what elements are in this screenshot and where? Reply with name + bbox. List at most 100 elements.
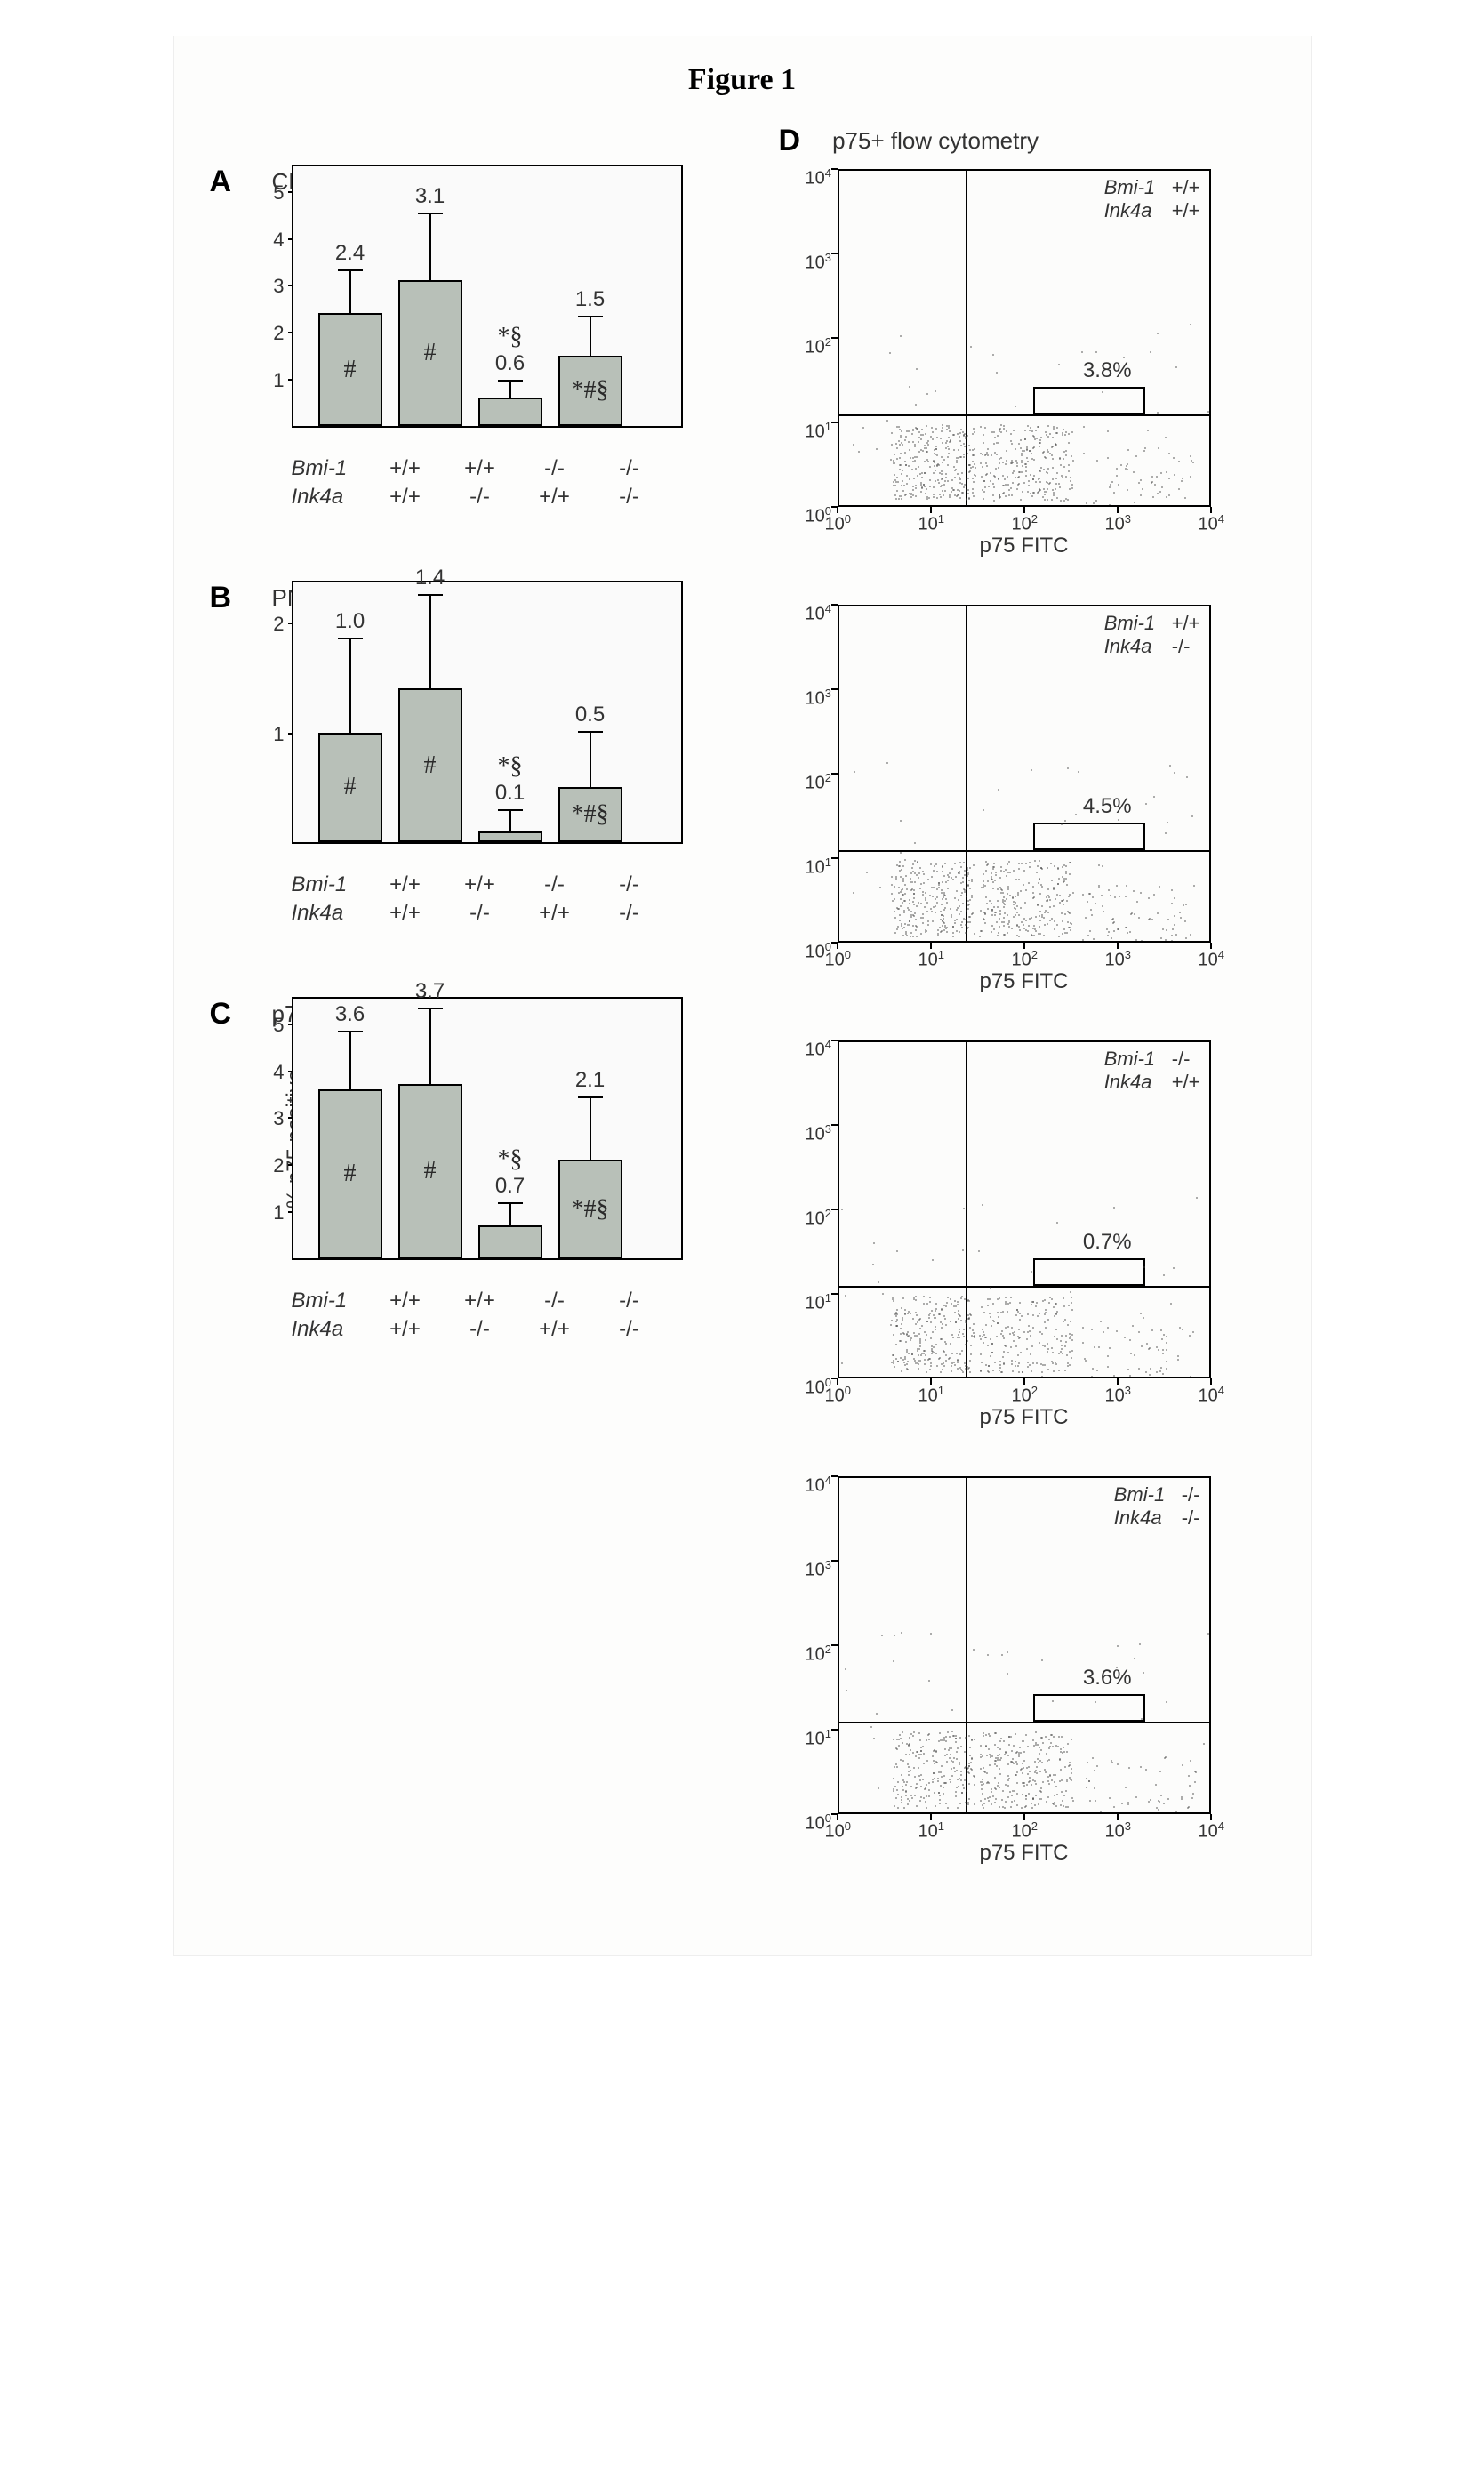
- x-tick-label: 103: [1105, 948, 1131, 971]
- x-tick-label: 102: [1012, 512, 1038, 535]
- genotype-value: -/-: [592, 1289, 667, 1313]
- genotype-row: Bmi-1+/++/+-/--/-: [292, 456, 683, 481]
- y-tick-label: 102: [806, 335, 831, 358]
- x-tick-label: 102: [1012, 1384, 1038, 1407]
- y-tick-mark: [831, 1560, 838, 1562]
- y-tick-mark: [831, 604, 838, 606]
- y-tick-mark: [831, 337, 838, 339]
- y-tick-mark: [831, 773, 838, 775]
- y-tick-label: 101: [806, 1727, 831, 1750]
- dot-cloud: [839, 171, 1209, 505]
- y-tick-label: 102: [806, 1643, 831, 1666]
- y-tick-label: 101: [806, 1291, 831, 1314]
- y-tick-label: 101: [806, 855, 831, 879]
- genotype-value: -/-: [517, 872, 592, 897]
- genotype-name: Bmi-1: [292, 456, 368, 481]
- bar: [478, 831, 542, 842]
- error-cap: [338, 1031, 363, 1032]
- genotype-value: +/+: [443, 1289, 517, 1313]
- genotype-value: +/+: [368, 1289, 443, 1313]
- y-tick-label: 103: [806, 1558, 831, 1581]
- error-cap: [338, 269, 363, 271]
- genotype-block: Bmi-1+/++/+-/--/-Ink4a+/+-/-+/+-/-: [292, 456, 683, 510]
- bar-value-label: 1.5: [550, 287, 630, 312]
- x-axis-label: p75 FITC: [838, 1405, 1211, 1430]
- y-tick-label: 1: [258, 723, 285, 746]
- y-tick-label: 1: [258, 369, 285, 392]
- plot-box: 1.0#1.4#0.1*§0.5*#§: [292, 581, 683, 844]
- flow-panel: Bmi-1+/+Ink4a+/+3.8%10010110210310410010…: [779, 158, 1241, 567]
- error-cap: [578, 316, 603, 317]
- y-tick-label: 3: [258, 275, 285, 298]
- y-tick-label: 100: [806, 1376, 831, 1399]
- y-tick-label: 4: [258, 229, 285, 252]
- y-tick-label: 100: [806, 504, 831, 527]
- y-tick-label: 103: [806, 251, 831, 274]
- y-tick-label: 104: [806, 166, 831, 189]
- genotype-value: -/-: [517, 1289, 592, 1313]
- y-tick-mark: [831, 1729, 838, 1731]
- y-tick-mark: [831, 1124, 838, 1126]
- genotype-value: -/-: [517, 456, 592, 481]
- y-tick-label: 5: [258, 181, 285, 205]
- x-tick-label: 104: [1199, 948, 1224, 971]
- plot-box: 3.6#3.7#0.7*§2.1*#§: [292, 997, 683, 1260]
- error-cap: [578, 1096, 603, 1098]
- y-tick-mark: [831, 1475, 838, 1477]
- y-tick-mark: [831, 506, 838, 508]
- genotype-value: +/+: [443, 456, 517, 481]
- genotype-row: Ink4a+/+-/-+/+-/-: [292, 901, 683, 926]
- genotype-block: Bmi-1+/++/+-/--/-Ink4a+/+-/-+/+-/-: [292, 1289, 683, 1342]
- figure-title: Figure 1: [210, 63, 1275, 97]
- genotype-value: -/-: [443, 485, 517, 510]
- y-tick-label: 2: [258, 613, 285, 636]
- error-stem: [590, 317, 591, 355]
- x-tick-label: 101: [918, 1819, 944, 1843]
- genotype-row: Bmi-1+/++/+-/--/-: [292, 872, 683, 897]
- panel-id-A: A: [210, 165, 232, 199]
- x-axis-label: p75 FITC: [838, 969, 1211, 994]
- error-cap: [578, 731, 603, 733]
- genotype-value: +/+: [517, 1317, 592, 1342]
- significance-symbols: *#§: [541, 800, 639, 829]
- genotype-row: Bmi-1+/++/+-/--/-: [292, 1289, 683, 1313]
- chart-C: % p75 positive123453.6#3.7#0.7*§2.1*#§: [274, 997, 683, 1281]
- genotype-value: -/-: [592, 456, 667, 481]
- genotype-value: -/-: [443, 1317, 517, 1342]
- flow-plot-box: Bmi-1+/+Ink4a-/-4.5%: [838, 605, 1211, 943]
- bar-value-label: 0.1: [470, 781, 550, 806]
- genotype-value: -/-: [592, 901, 667, 926]
- error-cap: [418, 594, 443, 596]
- genotype-value: -/-: [592, 872, 667, 897]
- x-axis-label: p75 FITC: [838, 1841, 1211, 1866]
- flow-plot-box: Bmi-1-/-Ink4a+/+0.7%: [838, 1040, 1211, 1378]
- significance-symbols: *§: [461, 323, 559, 351]
- dot-cloud: [839, 606, 1209, 941]
- bar-value-label: 1.0: [310, 609, 390, 634]
- x-tick-label: 102: [1012, 948, 1038, 971]
- x-tick-label: 102: [1012, 1819, 1038, 1843]
- y-tick-mark: [831, 1813, 838, 1815]
- bar: [478, 398, 542, 426]
- genotype-value: +/+: [368, 456, 443, 481]
- x-tick-label: 101: [918, 512, 944, 535]
- y-tick-mark: [831, 168, 838, 170]
- genotype-block: Bmi-1+/++/+-/--/- Ink4a+/+-/-+/+-/-: [292, 872, 683, 926]
- y-tick-mark: [831, 688, 838, 690]
- y-tick-label: 104: [806, 1474, 831, 1497]
- error-cap: [498, 380, 523, 382]
- x-tick-label: 101: [918, 948, 944, 971]
- y-tick-label: 1: [258, 1201, 285, 1225]
- error-cap: [338, 638, 363, 639]
- flow-plot-box: Bmi-1-/-Ink4a-/-3.6%: [838, 1476, 1211, 1814]
- flow-plot-box: Bmi-1+/+Ink4a+/+3.8%: [838, 169, 1211, 507]
- error-stem: [429, 214, 431, 280]
- right-column: D p75+ flow cytometry Bmi-1+/+Ink4a+/+3.…: [779, 124, 1241, 1901]
- x-tick-label: 104: [1199, 512, 1224, 535]
- x-tick-label: 104: [1199, 1819, 1224, 1843]
- genotype-value: +/+: [517, 485, 592, 510]
- error-stem: [509, 1204, 511, 1225]
- error-stem: [509, 382, 511, 398]
- bar-value-label: 1.4: [390, 566, 470, 590]
- error-stem: [590, 733, 591, 788]
